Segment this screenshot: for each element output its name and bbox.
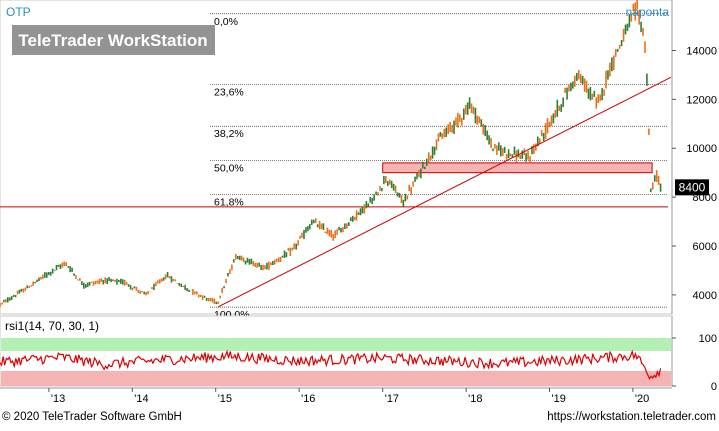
price-tick-label-0: 4000	[693, 290, 717, 302]
fib-label-2: 38,2%	[214, 128, 244, 140]
price-tick-label-4: 12000	[686, 94, 717, 106]
x-tick-label-3: '16	[301, 393, 315, 405]
logo-text: TeleTrader WorkStation	[18, 31, 207, 50]
fib-label-0: 0,0%	[214, 16, 238, 28]
rsi-line-layer	[0, 349, 662, 380]
fib-label-3: 50,0%	[214, 162, 244, 174]
rsi-title: rsi1(14, 70, 30, 1)	[5, 319, 99, 333]
price-tick-label-1: 6000	[693, 241, 717, 253]
price-tick-label-5: 14000	[686, 45, 717, 57]
rsi-tick-label-1: 100	[699, 333, 717, 345]
rsi-tick-label-0: 0	[711, 381, 717, 393]
rsi-overbought-zone	[1, 338, 671, 351]
highlight-band-layer[interactable]	[0, 162, 668, 208]
copyright-text: © 2020 TeleTrader Software GmbH	[2, 411, 182, 423]
x-tick-label-0: '13	[51, 393, 65, 405]
trendline[interactable]	[217, 76, 672, 308]
fib-label-1: 23,6%	[214, 87, 244, 99]
current-price-label: 8400	[679, 180, 706, 194]
price-tag-background	[675, 179, 709, 196]
x-tick-label-1: '14	[134, 393, 148, 405]
rsi-line	[0, 349, 662, 380]
x-tick-label-2: '15	[218, 393, 232, 405]
logo-background	[12, 25, 215, 55]
x-tick-label-4: '17	[385, 393, 399, 405]
current-price-tag: 8400	[675, 179, 709, 196]
rsi-panel[interactable]: rsi1(14, 70, 30, 1) 0 100	[0, 315, 717, 393]
fib-label-4: 61,8%	[214, 197, 244, 209]
x-tick-label-7: '20	[635, 393, 649, 405]
symbol-label: OTP	[6, 5, 31, 19]
trendline-layer[interactable]	[217, 76, 672, 308]
period-label: naponta	[626, 5, 670, 19]
footer-url[interactable]: https://workstation.teletrader.com	[547, 411, 716, 423]
time-x-axis: '13 '14 '15 '16 '17 '18 '19 '20	[0, 387, 672, 405]
x-tick-label-6: '19	[552, 393, 566, 405]
teletrader-logo: TeleTrader WorkStation	[12, 25, 215, 55]
rsi-oversold-zone	[1, 371, 671, 386]
x-tick-label-5: '18	[468, 393, 482, 405]
rsi-y-axis: 0 100	[671, 316, 717, 393]
price-candles	[0, 0, 662, 308]
highlight-band[interactable]	[382, 162, 653, 174]
price-tick-label-3: 10000	[686, 143, 717, 155]
